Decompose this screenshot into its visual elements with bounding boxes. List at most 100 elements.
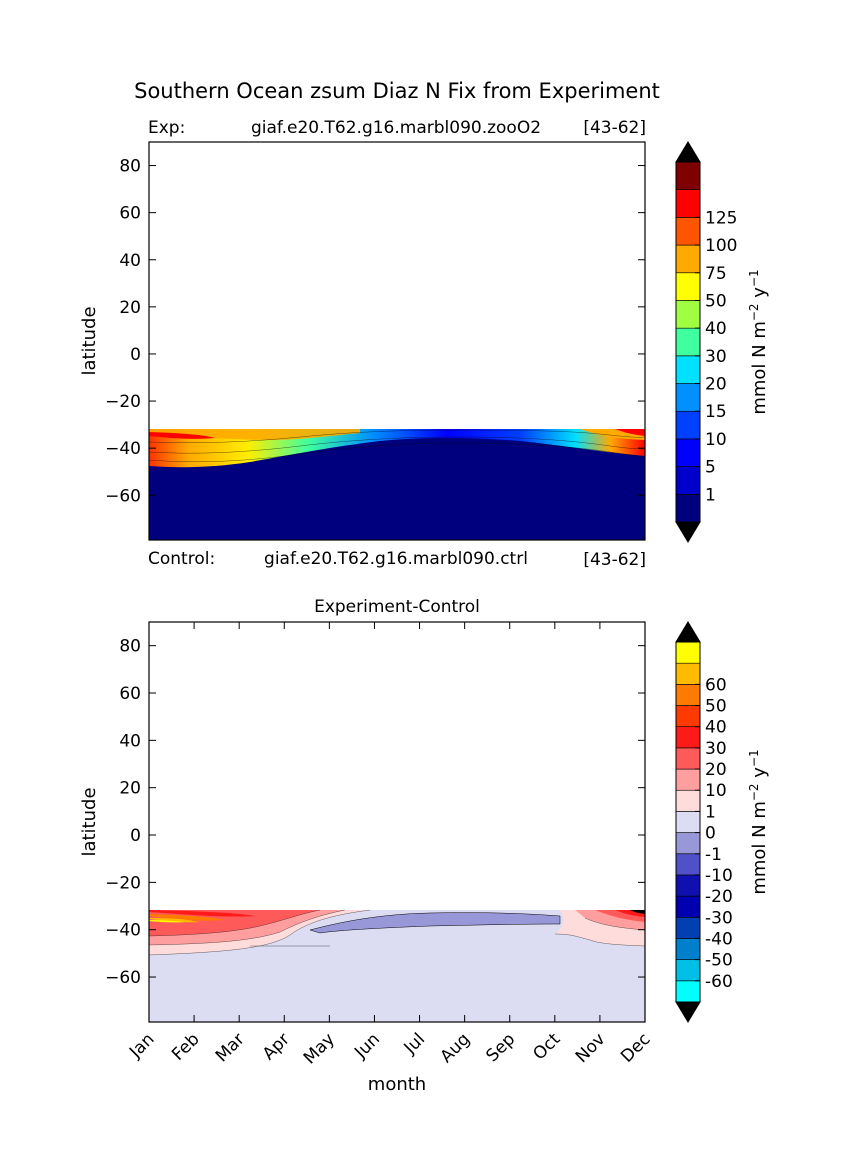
x-tick-label: Aug [437, 1029, 475, 1067]
colorbar-tick-label: 100 [705, 236, 737, 256]
colorbar-swatch [675, 327, 701, 357]
x-tick-label: Dec [617, 1029, 654, 1066]
field-negative-band [309, 912, 561, 934]
colorbar-tick-label: -1 [705, 845, 722, 865]
colorbar-tick-label: -30 [705, 908, 733, 928]
colorbar-swatch [675, 895, 701, 918]
y-tick-label: −40 [105, 439, 141, 459]
y-tick-label: −20 [105, 873, 141, 893]
exp-case-name: giaf.e20.T62.g16.marbl090.zooO2 [251, 118, 541, 138]
colorbar-tick-label: 40 [705, 718, 727, 738]
y-tick-label: 60 [119, 684, 141, 704]
plot-frame [148, 141, 646, 541]
colorbar-swatch [675, 383, 701, 412]
field-positive-west-4 [149, 914, 225, 921]
x-tick-label: Jul [400, 1029, 429, 1058]
y-tick-label: −60 [105, 486, 141, 506]
y-axis-label: latitude [79, 787, 100, 856]
colorbar-swatch [675, 662, 701, 685]
colorbar-tick-label: 1 [705, 485, 716, 505]
y-ticks: 80 60 40 20 0 −20 −40 −60 [105, 637, 645, 988]
colorbar-tick-label: 60 [705, 675, 727, 695]
colorbar-swatch [675, 161, 701, 190]
colorbar-tick-label: -40 [705, 929, 733, 949]
control-case-name: giaf.e20.T62.g16.marbl090.ctrl [264, 549, 528, 569]
colorbar-swatch [675, 217, 701, 246]
colorbar-swatch [675, 438, 701, 467]
colorbar-tick-label: 20 [705, 375, 727, 395]
colorbar-swatch [675, 494, 701, 523]
colorbar-label: mmol N m−2 y−1 [747, 749, 770, 894]
y-tick-label: 60 [119, 204, 141, 224]
colorbar-frame [675, 641, 701, 1003]
colorbar-tick-label: 20 [705, 760, 727, 780]
y-tick-label: 40 [119, 731, 141, 751]
colorbar-swatch [675, 768, 701, 791]
colorbar-swatch [675, 938, 701, 960]
colorbar-tick-label: 15 [705, 402, 727, 422]
colorbar-tick-label: -50 [705, 951, 733, 971]
colorbar-tick-label: -60 [705, 972, 733, 992]
colorbar-swatch [675, 959, 701, 982]
y-tick-label: 80 [119, 637, 141, 657]
field-peak-west [149, 432, 215, 439]
colorbar-tick-label: 1 [705, 802, 716, 822]
x-axis-label: month [368, 1074, 426, 1095]
colorbar-swatch [675, 980, 701, 1003]
colorbar-tick-label: 10 [705, 781, 727, 801]
colorbar-swatch [675, 244, 701, 274]
control-label: Control: [148, 549, 215, 569]
figure-title: Southern Ocean zsum Diaz N Fix from Expe… [134, 79, 660, 103]
colorbar-tick-label: 50 [705, 697, 727, 717]
field-positive-west-3 [149, 910, 255, 917]
colorbar-tick-label: 10 [705, 430, 727, 450]
difference-heatmap [148, 621, 646, 1023]
x-tick-label: Jan [125, 1029, 158, 1062]
colorbar-frame [675, 161, 701, 523]
field-positive-west-5 [149, 918, 200, 923]
x-tick-label: Mar [212, 1029, 249, 1066]
contour-lines [149, 909, 645, 956]
contour-lines [149, 429, 645, 463]
colorbar-tick-label: -20 [705, 887, 733, 907]
difference-title: Experiment-Control [314, 597, 480, 617]
y-tick-label: −40 [105, 921, 141, 941]
colorbar-swatch [675, 853, 701, 876]
y-axis-label: latitude [79, 306, 100, 375]
colorbar-swatch [675, 726, 701, 749]
y-tick-label: 80 [119, 157, 141, 177]
y-ticks: 80 60 40 20 0 −20 −40 −60 [105, 157, 645, 506]
experiment-panel: Exp: giaf.e20.T62.g16.marbl090.zooO2 [43… [79, 118, 770, 570]
colorbar-swatch [675, 684, 701, 706]
colorbar-extend-top [675, 621, 701, 643]
y-tick-label: 20 [119, 298, 141, 318]
exp-year-range: [43-62] [583, 118, 646, 138]
difference-panel: Experiment-Control [79, 597, 770, 1095]
colorbar-swatch [675, 832, 701, 855]
exp-label: Exp: [148, 118, 185, 138]
colorbar-swatch [675, 874, 701, 897]
colorbar-swatch [675, 410, 701, 440]
y-tick-label: −60 [105, 968, 141, 988]
colorbar-extend-bottom [675, 1001, 701, 1023]
colorbar-tick-label: 30 [705, 347, 727, 367]
colorbar-tick-label: 40 [705, 319, 727, 339]
colorbar-swatch [675, 705, 701, 728]
colorbar-tick-label: 125 [705, 208, 737, 228]
y-tick-label: −20 [105, 392, 141, 412]
colorbar-swatch [675, 355, 701, 384]
y-tick-label: 0 [130, 826, 141, 846]
x-tick-label: May [300, 1029, 339, 1068]
colorbar-tick-label: -10 [705, 866, 733, 886]
plot-frame [148, 621, 646, 1023]
field-peak-east [615, 429, 645, 436]
y-tick-label: 0 [130, 345, 141, 365]
field-extreme-east [630, 910, 645, 914]
x-tick-label: Apr [259, 1029, 294, 1064]
colorbar-extend-bottom [675, 521, 701, 543]
colorbar-tick-label: 75 [705, 264, 727, 284]
colorbar-swatch [675, 189, 701, 218]
colorbar-swatch [675, 300, 701, 329]
x-tick-label: Jun [350, 1029, 384, 1063]
